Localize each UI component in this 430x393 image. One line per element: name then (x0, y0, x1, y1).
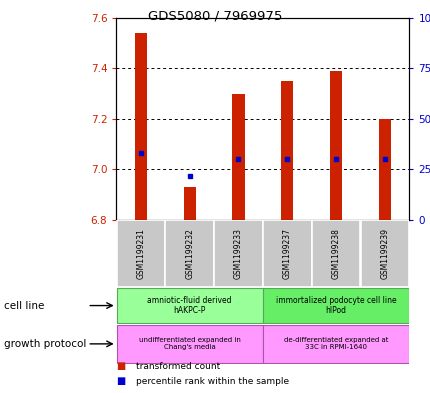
Text: transformed count: transformed count (135, 362, 219, 371)
Text: amniotic-fluid derived
hAKPC-P: amniotic-fluid derived hAKPC-P (147, 296, 231, 315)
Text: de-differentiated expanded at
33C in RPMI-1640: de-differentiated expanded at 33C in RPM… (283, 337, 387, 351)
Bar (232, 94, 244, 220)
Bar (165, 220, 213, 287)
Bar (263, 220, 311, 287)
Text: immortalized podocyte cell line
hIPod: immortalized podocyte cell line hIPod (275, 296, 396, 315)
Bar (311, 220, 359, 287)
Bar (117, 220, 165, 287)
Bar (135, 33, 147, 220)
Text: GSM1199239: GSM1199239 (380, 228, 389, 279)
Bar (117, 325, 262, 363)
Text: GSM1199233: GSM1199233 (233, 228, 243, 279)
Text: percentile rank within the sample: percentile rank within the sample (135, 377, 288, 386)
Text: GSM1199238: GSM1199238 (331, 228, 340, 279)
Text: GSM1199232: GSM1199232 (185, 228, 194, 279)
Bar (214, 220, 262, 287)
Text: ■: ■ (116, 376, 125, 386)
Text: GDS5080 / 7969975: GDS5080 / 7969975 (148, 10, 282, 23)
Text: growth protocol: growth protocol (4, 339, 86, 349)
Text: GSM1199231: GSM1199231 (136, 228, 145, 279)
Text: ■: ■ (116, 361, 125, 371)
Text: undifferentiated expanded in
Chang's media: undifferentiated expanded in Chang's med… (138, 337, 240, 351)
Bar (263, 288, 408, 323)
Text: cell line: cell line (4, 301, 45, 310)
Bar (280, 81, 293, 220)
Bar (263, 325, 408, 363)
Bar (183, 187, 195, 220)
Text: GSM1199237: GSM1199237 (282, 228, 291, 279)
Bar (360, 220, 408, 287)
Bar (117, 288, 262, 323)
Bar (329, 71, 341, 220)
Bar (378, 119, 390, 220)
